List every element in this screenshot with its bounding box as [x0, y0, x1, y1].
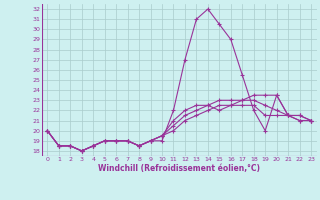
- X-axis label: Windchill (Refroidissement éolien,°C): Windchill (Refroidissement éolien,°C): [98, 164, 260, 173]
